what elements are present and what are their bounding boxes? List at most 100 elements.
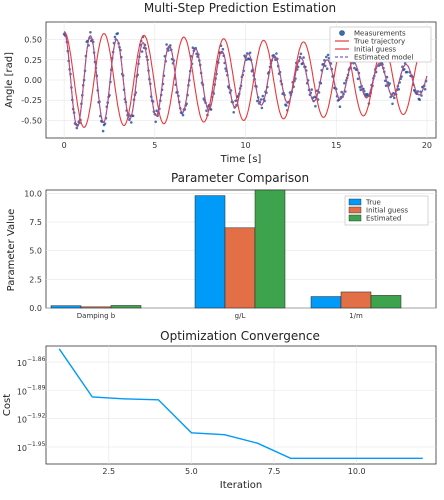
measurement-point — [248, 51, 252, 55]
measurement-point — [113, 35, 117, 39]
y-axis-label: Angle [rad] — [4, 52, 15, 108]
x-tick-label: 5 — [152, 141, 157, 150]
x-axis-label: Iteration — [220, 480, 262, 491]
measurement-point — [384, 84, 388, 87]
measurement-point — [391, 102, 394, 106]
measurement-point — [310, 88, 314, 91]
measurement-point — [397, 88, 401, 91]
bar-estimated — [254, 189, 286, 309]
y-axis-ticks: 0.0 2.5 5.0 7.5 10.0 — [24, 189, 42, 313]
measurement-point — [405, 70, 409, 74]
y-tick-label: 0.0 — [29, 304, 42, 313]
measurement-point — [352, 61, 355, 65]
measurement-point — [403, 68, 406, 71]
measurement-point — [259, 98, 263, 101]
measurement-point — [155, 109, 158, 112]
y-axis-label: Parameter Value — [6, 209, 17, 292]
x-axis-ticks: 0 5 10 15 20 — [62, 141, 432, 150]
y-tick-exponent: −1.89 — [27, 384, 46, 391]
bar-layer — [50, 189, 402, 309]
measurement-point — [101, 129, 105, 133]
legend-swatch — [348, 198, 362, 206]
measurement-point — [423, 88, 427, 91]
measurement-point — [131, 114, 135, 118]
bar-true — [194, 195, 226, 309]
legend-label: True — [365, 199, 381, 207]
measurement-point — [285, 104, 288, 107]
x-tick-label: 20 — [422, 141, 432, 150]
measurement-point — [140, 50, 144, 53]
legend-marker — [339, 30, 345, 36]
parameter-panel: Parameter Comparison 0.0 2.5 5.0 7.5 10.0 Da… — [6, 171, 437, 320]
measurement-point — [324, 64, 327, 68]
x-axis-ticks: 2.5 5.0 7.5 10.0 — [102, 467, 365, 476]
y-tick-base: 10 — [17, 416, 27, 425]
measurement-point — [234, 99, 237, 103]
y-tick-base: 10 — [17, 387, 27, 396]
initial-guess-line — [63, 31, 428, 128]
y-tick-label: -0.25 — [21, 96, 42, 105]
x-tick-label: 2.5 — [102, 467, 115, 476]
measurement-point — [181, 113, 185, 117]
y-tick-exponent: −1.95 — [27, 441, 46, 448]
bar-true — [50, 305, 82, 309]
measurement-point — [205, 109, 208, 112]
legend-label: Initial guess — [366, 207, 408, 215]
measurement-point — [232, 111, 235, 114]
legend-label: Measurements — [354, 30, 406, 38]
x-category-label: g/L — [235, 312, 246, 320]
measurement-point — [275, 52, 278, 55]
measurement-point — [343, 81, 346, 85]
y-tick-label: 0.00 — [24, 76, 42, 85]
legend-box — [329, 26, 432, 63]
cost-line — [58, 348, 423, 459]
y-tick-base: 10 — [17, 359, 27, 368]
x-tick-label: 0 — [62, 141, 67, 150]
grid — [46, 346, 436, 464]
x-tick-label: 15 — [331, 141, 341, 150]
bar-estimated — [370, 295, 402, 309]
y-tick-exponent: −1.92 — [27, 413, 46, 420]
measurement-point — [89, 31, 92, 34]
measurement-point — [388, 82, 392, 85]
x-category-label: 1/m — [349, 312, 363, 320]
legend-swatch — [348, 206, 362, 214]
legend-label: Estimated — [366, 215, 401, 223]
measurement-point — [302, 56, 305, 59]
x-tick-label: 10.0 — [348, 467, 366, 476]
measurement-point — [260, 106, 264, 110]
legend-swatch — [348, 214, 362, 222]
measurement-point — [299, 52, 303, 56]
legend-label: Estimated model — [354, 54, 413, 62]
y-tick-label: 5.0 — [29, 247, 42, 256]
x-axis-label: Time [s] — [220, 154, 262, 165]
chart-title: Multi-Step Prediction Estimation — [144, 1, 336, 15]
bar-initial-guess — [340, 291, 372, 309]
chart-title: Optimization Convergence — [160, 329, 320, 343]
measurement-point — [314, 104, 317, 108]
y-axis-label: Cost — [2, 394, 13, 416]
measurement-point — [75, 126, 79, 130]
measurement-point — [356, 77, 360, 81]
y-tick-label: 0.25 — [24, 56, 42, 65]
measurement-point — [165, 43, 168, 46]
bar-estimated — [110, 305, 142, 309]
series-layer — [58, 348, 423, 459]
y-tick-label: -0.50 — [21, 116, 42, 125]
measurement-point — [116, 32, 119, 35]
convergence-panel: Optimization Convergence 2.5 5.0 7.5 10.0 1… — [2, 329, 437, 491]
series-layer — [62, 31, 428, 133]
y-tick-label: 10.0 — [24, 189, 42, 198]
bar-true — [310, 296, 342, 309]
bar-initial-guess — [224, 227, 256, 309]
measurement-point — [418, 98, 422, 101]
estimated-model-line — [63, 31, 428, 128]
y-tick-label: 0.50 — [24, 36, 42, 45]
y-tick-label: 7.5 — [29, 218, 42, 227]
x-tick-label: 7.5 — [268, 467, 281, 476]
legend-label: Initial guess — [354, 46, 396, 54]
measurement-point — [325, 55, 328, 59]
